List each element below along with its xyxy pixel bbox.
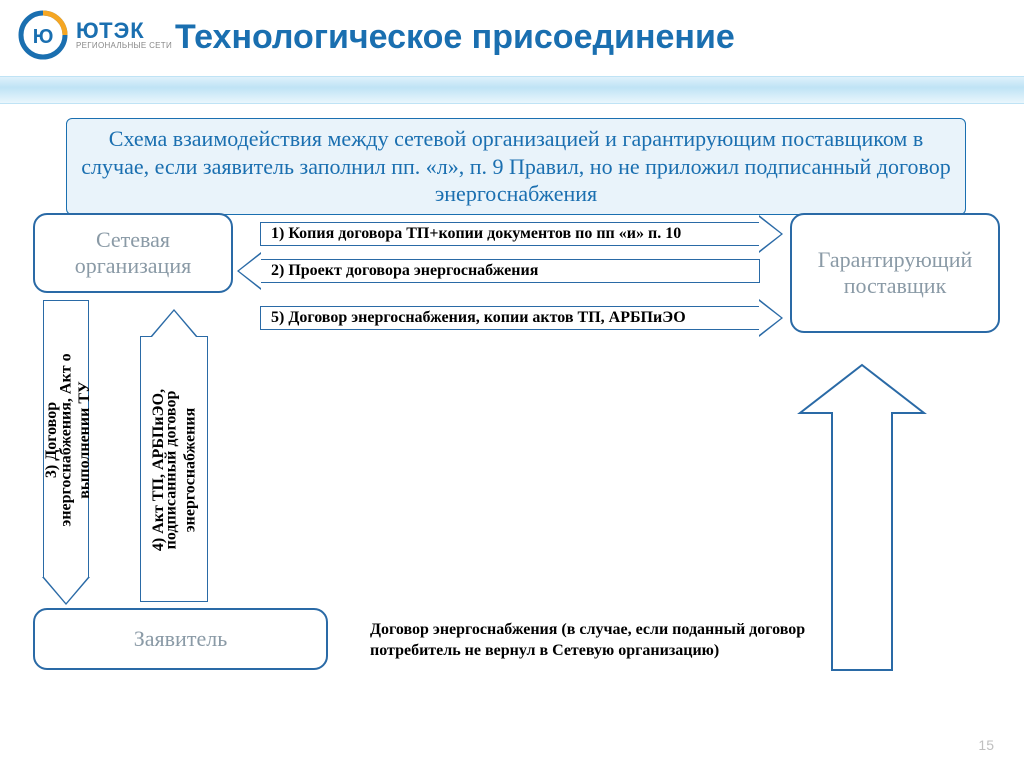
- slide-title: Технологическое присоединение: [175, 18, 735, 57]
- arrow-4-label-3: энергоснабжения: [181, 408, 199, 533]
- arrow-3-label-2: энергоснабжения, Акт о: [58, 353, 76, 526]
- page-number: 15: [978, 737, 994, 753]
- logo: Ю ЮТЭК РЕГИОНАЛЬНЫЕ СЕТИ: [18, 10, 172, 60]
- arrow-4-label-2: подписанный договор: [162, 391, 180, 550]
- description-box: Схема взаимодействия между сетевой орган…: [66, 118, 966, 215]
- arrow-2: 2) Проект договора энергоснабжения: [260, 259, 760, 283]
- wave-divider: [0, 76, 1024, 104]
- logo-sub-text: РЕГИОНАЛЬНЫЕ СЕТИ: [76, 42, 172, 50]
- svg-text:Ю: Ю: [33, 26, 54, 48]
- arrow-3-label-3: выполнении ТУ: [76, 381, 94, 499]
- arrow-label: 2) Проект договора энергоснабжения: [271, 262, 538, 280]
- big-arrow-caption: Договор энергоснабжения (в случае, если …: [370, 620, 810, 662]
- node-network-org: Сетевая организация: [33, 213, 233, 293]
- arrow-5: 5) Договор энергоснабжения, копии актов …: [260, 306, 760, 330]
- node-label: Заявитель: [134, 626, 227, 652]
- arrow-label: 1) Копия договора ТП+копии документов по…: [271, 225, 681, 243]
- big-arrow: [800, 365, 940, 685]
- node-label: Сетевая организация: [41, 227, 225, 279]
- node-label: Гарантирующий поставщик: [798, 247, 992, 299]
- logo-main-text: ЮТЭК: [76, 20, 172, 42]
- node-supplier: Гарантирующий поставщик: [790, 213, 1000, 333]
- arrow-1: 1) Копия договора ТП+копии документов по…: [260, 222, 760, 246]
- logo-icon: Ю: [18, 10, 68, 60]
- arrow-label: 5) Договор энергоснабжения, копии актов …: [271, 309, 686, 327]
- node-applicant: Заявитель: [33, 608, 328, 670]
